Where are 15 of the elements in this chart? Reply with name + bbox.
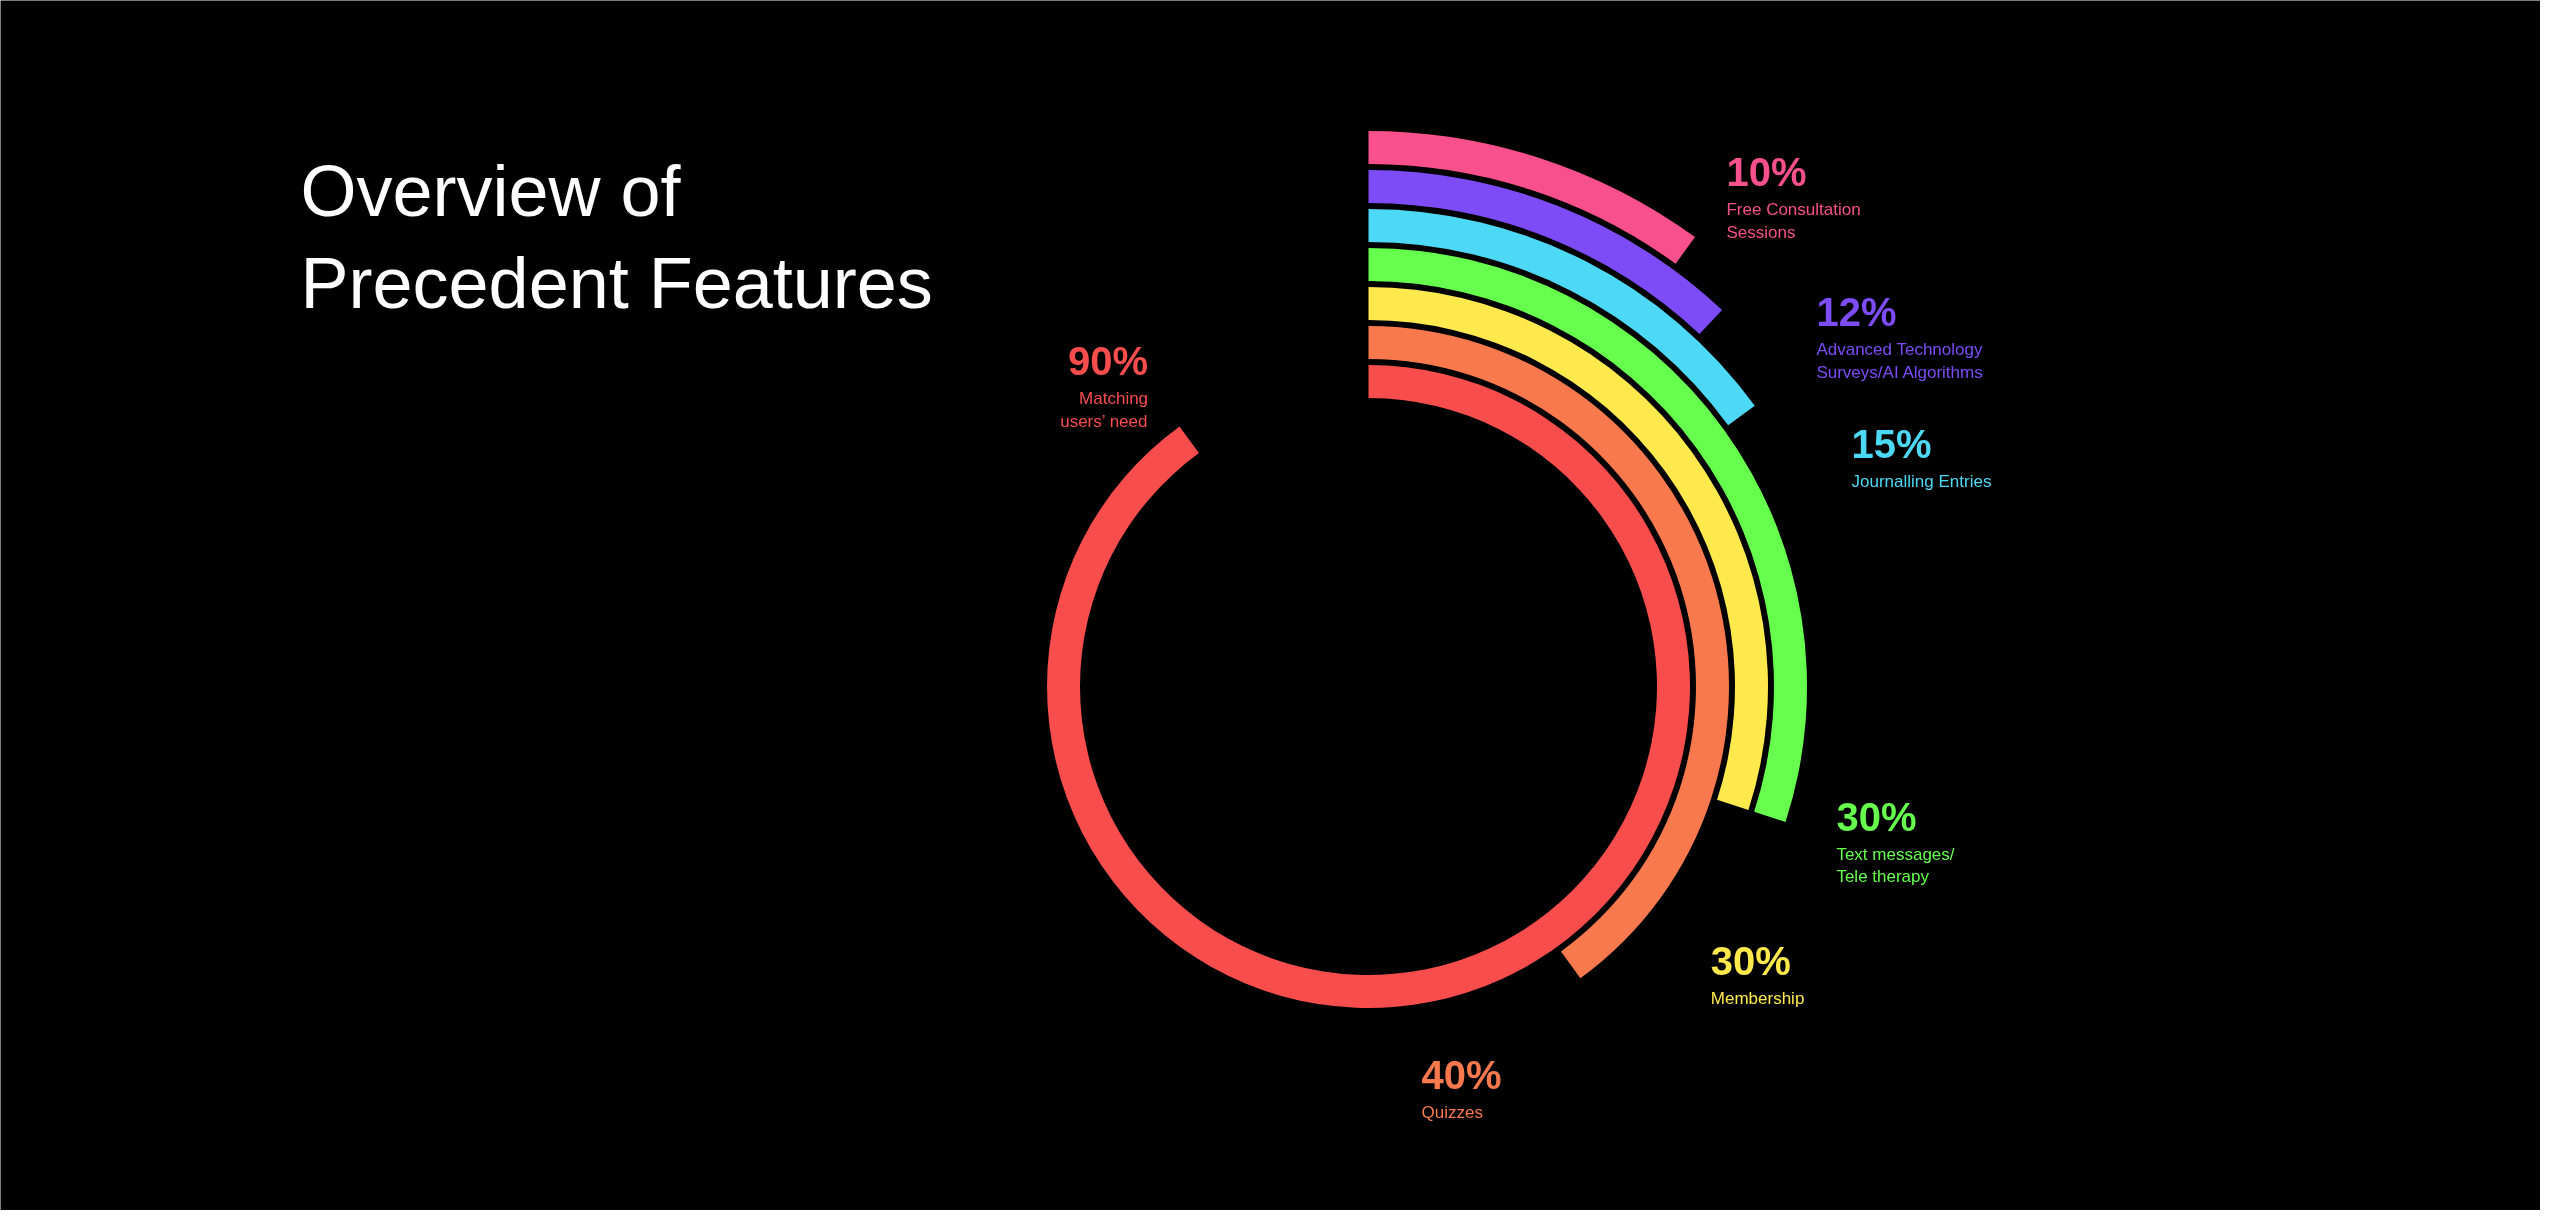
data-label: 15% (1851, 421, 1932, 466)
text: Overview of Precedent Features (300, 150, 933, 323)
category-label: Journalling Entries (1851, 471, 1992, 491)
data-label: 90% (1068, 339, 1149, 384)
category-label: Free Consultation Sessions (1726, 199, 1861, 242)
category-label: Advanced Technology Surveys/AI Algorithms (1816, 339, 1983, 382)
data-label: 12% (1816, 289, 1897, 334)
category-label: Text messages/ Tele therapy (1836, 844, 1955, 887)
category-label: Quizzes (1421, 1103, 1483, 1123)
data-label: 10% (1726, 149, 1807, 194)
data-label: 30% (1836, 794, 1917, 839)
data-label: 30% (1710, 939, 1791, 984)
category-label: Matching users’ need (1060, 389, 1149, 431)
category-label: Membership (1710, 989, 1805, 1009)
data-label: 40% (1421, 1053, 1502, 1098)
